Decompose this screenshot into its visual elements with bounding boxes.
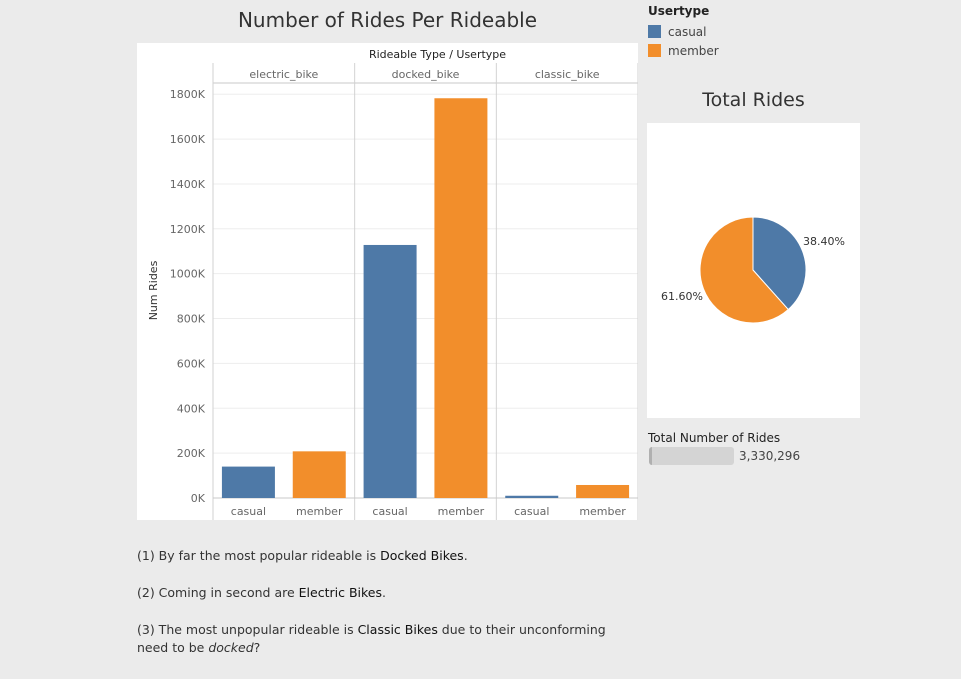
y-tick-label: 400K [177, 402, 206, 415]
note-2-bold: Electric Bikes [298, 585, 382, 600]
y-tick-label: 1200K [170, 223, 206, 236]
note-2: (2) Coming in second are Electric Bikes. [137, 584, 637, 602]
group-label-classic_bike: classic_bike [535, 68, 600, 81]
x-tick-label: casual [514, 505, 549, 518]
note-3-end: ? [253, 640, 261, 655]
y-tick-label: 600K [177, 357, 206, 370]
bar-electric_bike-casual[interactable] [221, 466, 275, 498]
bar-chart: 0K 200K 400K 600K 800K 1000K 1200K 1400K 1600K 18… [147, 48, 638, 520]
legend-swatch-member [648, 44, 661, 57]
legend-label-casual: casual [668, 24, 707, 39]
note-2-end: . [382, 585, 386, 600]
note-1-end: . [463, 548, 468, 563]
x-tick-label: casual [372, 505, 407, 518]
y-tick-label: 1000K [170, 268, 206, 281]
note-1: (1) By far the most popular rideable is … [137, 547, 637, 565]
note-1-bold: Docked Bikes [380, 548, 464, 563]
note-1-text: (1) By far the most popular rideable is [137, 548, 381, 563]
y-axis-label: Num Rides [147, 260, 160, 320]
total-rides-row: 3,330,296 [649, 447, 800, 465]
pie-slice-member[interactable] [699, 216, 790, 324]
x-tick-label: member [438, 505, 485, 518]
pie-chart-panel: 38.40% 61.60% [647, 123, 860, 418]
total-rides-value: 3,330,296 [739, 449, 801, 463]
bar-chart-panel: 0K 200K 400K 600K 800K 1000K 1200K 1400K 1600K 18… [137, 43, 638, 520]
column-header: Rideable Type / Usertype [369, 48, 506, 61]
bar-electric_bike-member[interactable] [292, 451, 346, 498]
note-3-mid: due to their unconforming need to be [137, 622, 606, 655]
note-2-text: (2) Coming in second are [137, 585, 299, 600]
chart-title: Number of Rides Per Rideable [237, 8, 538, 32]
group-label-docked_bike: docked_bike [392, 68, 460, 81]
legend-label-member: member [668, 43, 719, 58]
note-3-text: (3) The most unpopular rideable is [137, 622, 358, 637]
legend-title: Usertype [648, 4, 710, 18]
y-tick-label: 200K [177, 447, 206, 460]
pie-title: Total Rides [702, 89, 805, 111]
pie-slice-casual[interactable] [752, 216, 807, 311]
bar-docked_bike-casual[interactable] [363, 244, 417, 498]
note-3-bold: Classic Bikes [357, 622, 438, 637]
legend-swatch-casual [648, 25, 661, 38]
pie-chart: 38.40% 61.60% [661, 216, 845, 324]
y-tick-label: 800K [177, 313, 206, 326]
note-3-em: docked [208, 640, 254, 655]
y-tick-label: 1800K [170, 88, 206, 101]
bar-classic_bike-member[interactable] [576, 484, 630, 498]
x-tick-label: member [579, 505, 626, 518]
bar-classic_bike-casual[interactable] [505, 495, 559, 498]
note-3: (3) The most unpopular rideable is Class… [137, 621, 637, 657]
pie-label-casual: 38.40% [803, 235, 845, 248]
total-rides-label: Total Number of Rides [648, 431, 781, 445]
y-tick-label: 0K [191, 492, 206, 505]
group-label-electric_bike: electric_bike [249, 68, 318, 81]
y-tick-label: 1400K [170, 178, 206, 191]
x-tick-label: casual [231, 505, 266, 518]
x-tick-label: member [296, 505, 343, 518]
legend-item-casual[interactable]: casual [648, 22, 719, 41]
y-tick-label: 1600K [170, 133, 206, 146]
total-rides-bar [649, 447, 734, 465]
legend-item-member[interactable]: member [648, 41, 719, 60]
legend[interactable]: Usertype casual member [648, 4, 719, 60]
pie-label-member: 61.60% [661, 290, 703, 303]
bar-docked_bike-member[interactable] [434, 98, 488, 498]
